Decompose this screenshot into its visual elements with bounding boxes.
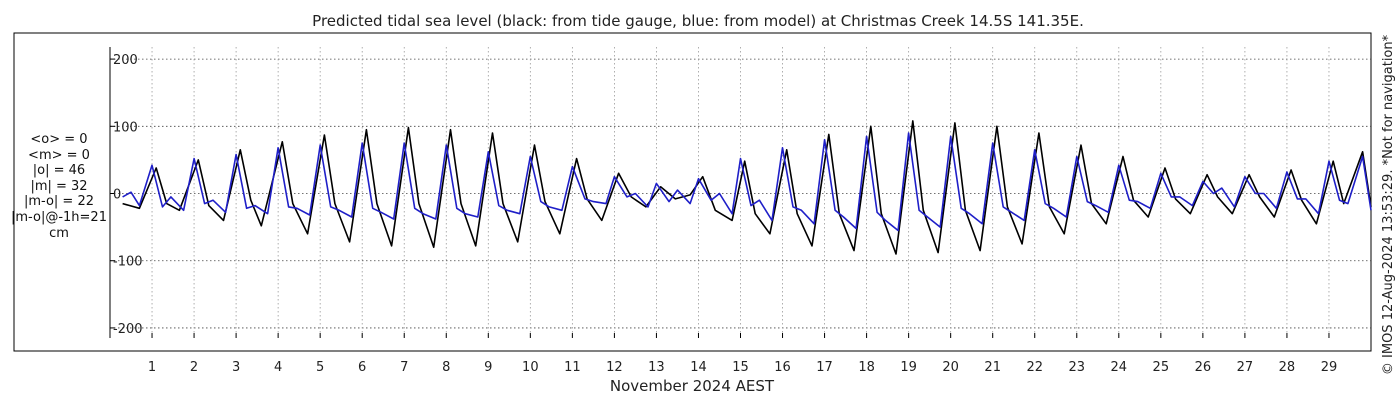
y-tick-label: 200 <box>113 53 138 68</box>
tide-gauge-series-line <box>122 120 1372 255</box>
x-tick-label: 10 <box>522 360 539 375</box>
x-tick-label: 19 <box>900 360 917 375</box>
x-tick-label: 26 <box>1195 360 1212 375</box>
stat-mean-model: <m> = 0 <box>28 147 90 163</box>
x-tick-label: 12 <box>606 360 623 375</box>
grid-lines <box>110 47 1371 338</box>
x-tick-label: 28 <box>1279 360 1296 375</box>
x-tick-label: 16 <box>774 360 791 375</box>
chart-title: Predicted tidal sea level (black: from t… <box>312 12 1084 30</box>
x-tick-label: 5 <box>316 360 324 375</box>
x-tick-label: 24 <box>1111 360 1128 375</box>
x-tick-label: 3 <box>232 360 240 375</box>
x-tick-label: 23 <box>1068 360 1085 375</box>
series-lines <box>122 120 1372 255</box>
x-tick-label: 6 <box>358 360 366 375</box>
stat-abs-difference: |m-o| = 22 <box>23 194 94 210</box>
statistics-panel: <o> = 0 <m> = 0 |o| = 46 |m| = 32 |m-o| … <box>0 132 118 241</box>
x-axis-label: November 2024 AEST <box>610 377 775 395</box>
x-tick-label: 11 <box>564 360 581 375</box>
y-axis: -200 -100 0 100 200 <box>109 47 143 338</box>
plot-frame <box>13 32 1372 352</box>
x-tick-label: 27 <box>1237 360 1254 375</box>
y-tick-label: 100 <box>113 120 138 135</box>
x-tick-label: 13 <box>648 360 665 375</box>
x-tick-label: 25 <box>1153 360 1170 375</box>
stat-abs-difference-lagged: |m-o|@-1h=21 <box>11 209 107 225</box>
x-tick-label: 18 <box>858 360 875 375</box>
x-axis: 1 2 3 4 5 6 7 8 9 10 11 12 13 14 15 16 17 18 19 20 21 22 23 24 2… <box>148 333 1337 375</box>
stat-abs-model: |m| = 32 <box>30 178 88 194</box>
x-tick-label: 29 <box>1321 360 1338 375</box>
x-tick-label: 2 <box>190 360 198 375</box>
y-tick-label: -200 <box>113 322 143 337</box>
stat-abs-observed: |o| = 46 <box>32 163 86 179</box>
model-series-line <box>122 132 1372 232</box>
x-tick-label: 17 <box>816 360 833 375</box>
x-tick-label: 4 <box>274 360 282 375</box>
x-tick-label: 9 <box>484 360 492 375</box>
x-tick-label: 8 <box>442 360 450 375</box>
y-tick-label: -100 <box>113 255 143 270</box>
x-tick-label: 22 <box>1026 360 1043 375</box>
x-tick-label: 15 <box>732 360 749 375</box>
x-tick-label: 20 <box>942 360 959 375</box>
x-tick-label: 14 <box>690 360 707 375</box>
x-tick-label: 1 <box>148 360 156 375</box>
stat-mean-observed: <o> = 0 <box>30 132 88 147</box>
y-tick-label: 0 <box>113 188 121 203</box>
stat-unit: cm <box>49 225 69 241</box>
x-tick-label: 21 <box>984 360 1001 375</box>
copyright-note: © IMOS 12-Aug-2024 13:53:29. *Not for na… <box>1381 34 1396 375</box>
x-tick-label: 7 <box>400 360 408 375</box>
